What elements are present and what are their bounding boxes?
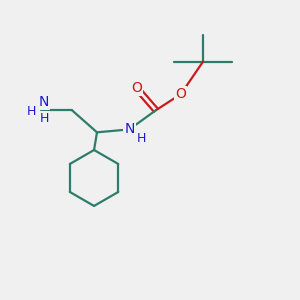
Text: O: O — [176, 87, 186, 101]
Text: N: N — [124, 122, 135, 136]
Text: H: H — [27, 105, 36, 118]
Text: N: N — [39, 95, 49, 109]
Text: H: H — [137, 132, 146, 145]
Text: H: H — [39, 112, 49, 125]
Text: O: O — [131, 81, 142, 95]
